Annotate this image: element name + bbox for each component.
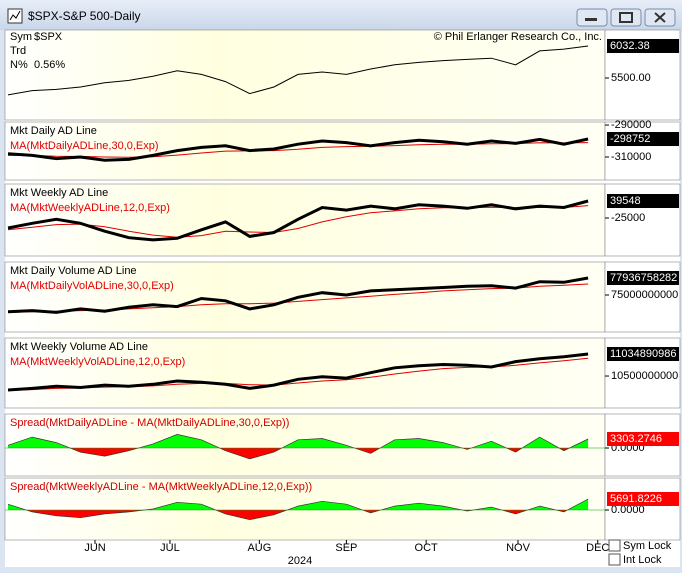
legend-entry: Mkt Daily Volume AD Line [10, 265, 137, 277]
plot [7, 276, 589, 314]
y-tick-label: -310000 [611, 151, 651, 163]
y-tick-label: 0.0000 [611, 504, 645, 516]
x-tick-label: OCT [415, 542, 439, 554]
legend-entry: MA(MktWeeklyADLine,12,0,Exp) [10, 202, 170, 214]
x-tick-label: SEP [335, 542, 357, 554]
n-label: N% [10, 59, 28, 71]
panel-background [4, 337, 606, 409]
panel-title: Spread(MktDailyADLine - MA(MktDailyADLin… [10, 417, 289, 429]
legend-entry: Mkt Weekly AD Line [10, 187, 108, 199]
last-value-label: 3303.2746 [610, 433, 662, 445]
last-value-label: 77936758282 [610, 272, 677, 284]
x-tick-label: JUN [84, 542, 105, 554]
maximize-glyph [619, 12, 633, 23]
panel-background [4, 121, 606, 181]
series-line [8, 142, 589, 158]
area-outline [7, 434, 589, 460]
series-line [7, 199, 589, 242]
last-value-label: 39548 [610, 195, 641, 207]
minimize-glyph [585, 18, 597, 21]
int-lock-checkbox[interactable] [608, 553, 621, 566]
axis-background [604, 121, 681, 181]
sym-lock-checkbox[interactable] [608, 539, 621, 552]
plot [7, 137, 589, 162]
last-value-box [607, 491, 679, 506]
last-value-label: -298752 [610, 133, 650, 145]
panel-background [4, 29, 606, 121]
last-value-label: 6032.38 [610, 40, 650, 52]
plot [7, 352, 589, 392]
last-value-box [607, 431, 679, 446]
series-line [7, 205, 589, 238]
plot [5, 498, 605, 521]
x-tick-label: AUG [247, 542, 271, 554]
n-value: 0.56% [34, 59, 65, 71]
legend-entry: Mkt Daily AD Line [10, 125, 97, 137]
series-line [7, 276, 589, 314]
panels: 5500.00 6032.38 -290000 -310000 Mkt Daily AD… [4, 29, 681, 554]
area-above [8, 434, 589, 448]
int-lock-label: Int Lock [623, 554, 662, 566]
x-tick-label: JUL [160, 542, 180, 554]
x-tick-label: NOV [506, 542, 531, 554]
panel-background [4, 183, 606, 257]
last-value-box [607, 270, 679, 285]
x-axis-year: 2024 [288, 555, 312, 567]
close-glyph [654, 12, 666, 23]
maximize-button[interactable] [610, 8, 642, 27]
legend-entry: MA(MktDailyADLine,30,0,Exp) [10, 140, 159, 152]
area-outline [7, 498, 589, 521]
x-tick-label: DEC [586, 542, 609, 554]
sym-lock-label: Sym Lock [623, 540, 672, 552]
window-icon [7, 8, 23, 24]
last-value-box [607, 38, 679, 53]
series-line [7, 45, 589, 96]
axis-background [604, 477, 681, 541]
series-line [7, 352, 589, 392]
panel-background [4, 261, 606, 333]
y-tick-label: 10500000000 [611, 370, 678, 382]
y-tick-label: 75000000000 [611, 289, 678, 301]
panel-title: Spread(MktWeeklyADLine - MA(MktWeeklyADL… [10, 481, 312, 493]
sym-value: $SPX [34, 31, 63, 43]
window-title: $SPX-S&P 500-Daily [28, 9, 141, 23]
last-value-box [607, 347, 679, 362]
last-value-box [607, 193, 679, 208]
area-below [8, 510, 589, 520]
plot [5, 434, 605, 460]
trd-label: Trd [10, 45, 26, 57]
last-value-box [607, 132, 679, 147]
y-tick-label: -290000 [611, 119, 651, 131]
plot [7, 45, 589, 96]
y-tick-label: 5500.00 [611, 72, 651, 84]
legend-entry: MA(MktWeeklyVolADLine,12,0,Exp) [10, 356, 185, 368]
last-value-label: 5691.8226 [610, 493, 662, 505]
minimize-button[interactable] [576, 8, 608, 27]
y-tick-label: -25000 [611, 212, 645, 224]
series-line [7, 137, 589, 162]
plot [7, 199, 589, 242]
legend-entry: Mkt Weekly Volume AD Line [10, 341, 148, 353]
title-bar [0, 0, 682, 30]
sym-label: Sym [10, 31, 32, 43]
last-value-label: 11034890986 [610, 348, 676, 360]
window-icon-glyph [9, 10, 21, 21]
area-above [8, 499, 589, 510]
legend-entry: MA(MktDailyVolADLine,30,0,Exp) [10, 280, 174, 292]
copyright: © Phil Erlanger Research Co., Inc. [434, 31, 602, 43]
